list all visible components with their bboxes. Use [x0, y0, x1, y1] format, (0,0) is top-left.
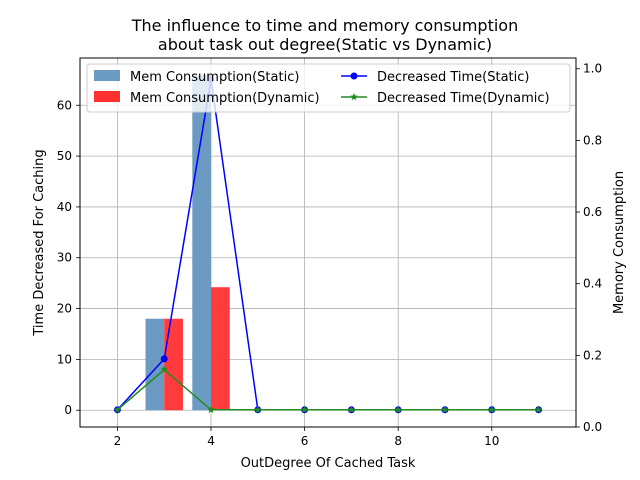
x-tick-label: 2 [114, 434, 122, 448]
y-left-tick-label: 20 [57, 302, 72, 316]
bar-dynamic [164, 318, 183, 411]
y-left-tick-label: 30 [57, 251, 72, 265]
y-left-tick-label: 10 [57, 352, 72, 366]
chart-title-line-1: The influence to time and memory consump… [131, 16, 519, 35]
legend: Mem Consumption(Static) Mem Consumption(D… [86, 63, 571, 113]
point-dynamic [254, 405, 262, 414]
line-dynamic [116, 368, 539, 411]
y-right-tick-label: 0.6 [583, 205, 602, 219]
point-dynamic [300, 405, 309, 414]
x-tick-label: 6 [301, 434, 309, 448]
y-right-tick-label: 0.2 [583, 348, 602, 362]
lines [113, 75, 543, 414]
point-static [160, 355, 168, 363]
point-dynamic [207, 405, 215, 414]
plot-frame [79, 57, 577, 428]
legend-label: Decreased Time(Dynamic) [377, 91, 550, 106]
point-dynamic [160, 365, 169, 373]
y-left-tick-label: 60 [57, 98, 72, 112]
y-left-tick-label: 50 [57, 149, 72, 163]
legend-label: Mem Consumption(Dynamic) [130, 91, 320, 106]
x-tick-label: 8 [394, 434, 402, 448]
x-tick-label: 10 [484, 434, 499, 448]
point-dynamic [113, 405, 122, 414]
x-axis-label: OutDegree Of Cached Task [241, 456, 416, 471]
axes: 2 4 6 8 10 0 10 20 30 40 50 60 0.0 0.2 0.4 0.6 0.8 1.0 [57, 62, 602, 448]
y-right-tick-label: 0.8 [583, 133, 602, 147]
legend-swatch-bar [94, 91, 120, 102]
bars [145, 74, 230, 411]
legend-box [86, 63, 571, 113]
bar-static [192, 74, 212, 411]
legend-label: Mem Consumption(Static) [130, 70, 299, 85]
y-left-tick-label: 0 [64, 403, 72, 417]
y-left-tick-label: 40 [57, 200, 72, 214]
point-dynamic [534, 405, 543, 414]
y-axis-left-label: Time Decreased For Caching [32, 149, 47, 336]
point-dynamic [441, 405, 449, 414]
bar-dynamic [211, 287, 230, 411]
x-tick-label: 4 [207, 434, 215, 448]
y-axis-right-label: Memory Consumption [612, 171, 627, 314]
point-dynamic [487, 405, 496, 414]
legend-marker [350, 93, 358, 101]
bar-static [145, 318, 165, 411]
y-right-tick-label: 0.0 [583, 420, 602, 434]
point-dynamic [347, 405, 356, 414]
legend-marker [350, 72, 358, 80]
legend-label: Decreased Time(Static) [377, 70, 529, 85]
point-dynamic [394, 405, 402, 414]
chart-title-line-2: about task out degree(Static vs Dynamic) [157, 35, 493, 54]
y-right-tick-label: 0.4 [583, 277, 602, 291]
y-right-tick-label: 1.0 [583, 62, 602, 76]
legend-swatch-bar [94, 70, 120, 81]
